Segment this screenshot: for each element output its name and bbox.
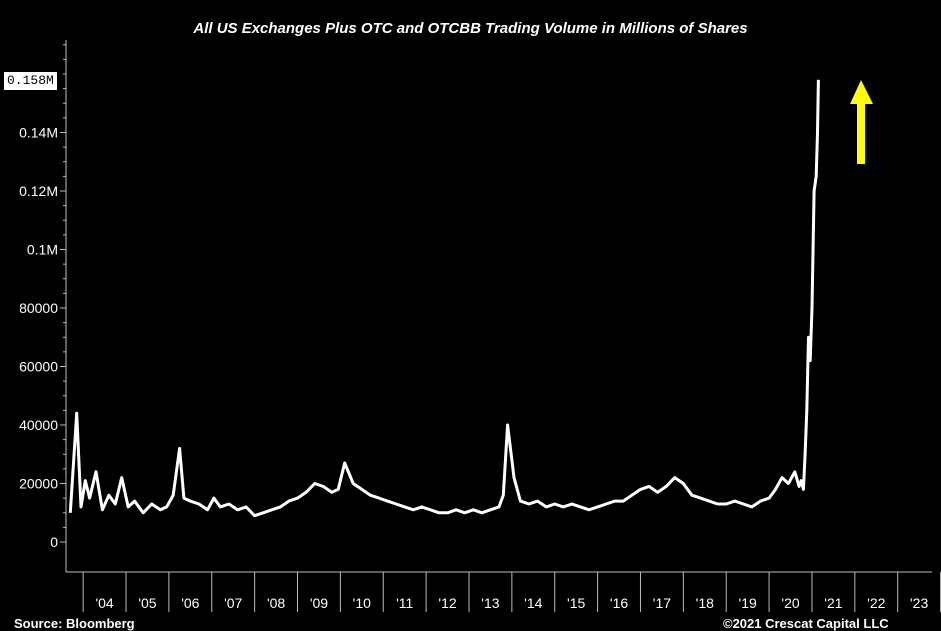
- x-tick-label: '04: [95, 595, 113, 611]
- volume-series-line: [68, 79, 820, 518]
- x-tick-label: '08: [267, 595, 285, 611]
- y-axis: 0 20000 40000 60000 80000 0.1M 0.12M 0.14M: [19, 40, 67, 572]
- y-tick-label: 0.1M: [27, 242, 58, 258]
- copyright-note: ©2021 Crescat Capital LLC: [723, 616, 889, 631]
- y-tick-label: 0.14M: [19, 125, 58, 141]
- source-note: Source: Bloomberg: [14, 616, 135, 631]
- chart-title: All US Exchanges Plus OTC and OTCBB Trad…: [193, 20, 748, 37]
- x-tick-label: '11: [396, 595, 413, 611]
- x-tick-label: '19: [739, 595, 757, 611]
- x-tick-label: '18: [696, 595, 714, 611]
- x-tick-label: '22: [867, 595, 885, 611]
- y-tick-label: 40000: [19, 417, 58, 433]
- x-tick-label: '15: [567, 595, 585, 611]
- x-tick-label: '17: [653, 595, 671, 611]
- x-tick-label: '21: [824, 595, 842, 611]
- x-tick-label: '09: [310, 595, 328, 611]
- x-tick-label: '10: [353, 595, 371, 611]
- x-tick-label: '07: [224, 595, 242, 611]
- y-tick-label: 20000: [19, 476, 58, 492]
- x-tick-label: '13: [481, 595, 499, 611]
- arrow-head: [850, 80, 873, 104]
- y-tick-label: 0.12M: [19, 183, 58, 199]
- x-tick-label: '12: [438, 595, 456, 611]
- up-arrow-annotation: [850, 80, 873, 164]
- x-axis: '04 '05 '06 '07 '08 '09 '10 '11 '12 '13 '14 '15 '16 '…: [66, 571, 941, 612]
- y-tick-label: 0: [50, 534, 58, 550]
- series-layer: [68, 79, 820, 518]
- latest-value-label: 0.158M: [4, 72, 57, 90]
- y-tick-label: 60000: [19, 359, 58, 375]
- x-tick-label: '06: [181, 595, 199, 611]
- arrow-shaft: [857, 100, 865, 164]
- x-tick-label: '16: [610, 595, 628, 611]
- y-tick-label: 80000: [19, 300, 58, 316]
- x-tick-label: '14: [524, 595, 542, 611]
- x-tick-label: '05: [138, 595, 156, 611]
- x-tick-label: '23: [910, 595, 928, 611]
- x-tick-label: '20: [781, 595, 799, 611]
